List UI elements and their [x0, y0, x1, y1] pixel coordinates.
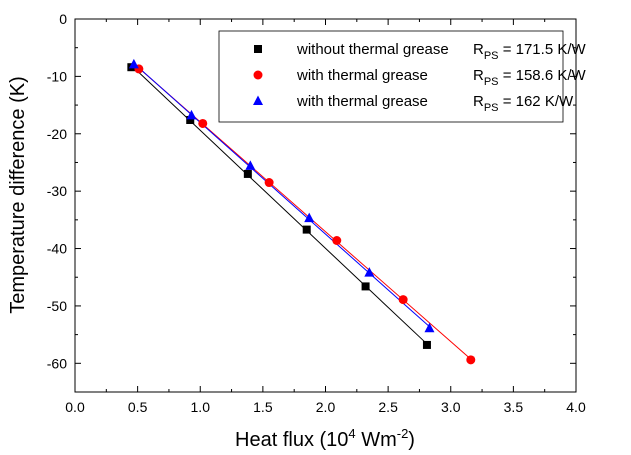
- x-axis-label-sup: 4: [348, 426, 355, 441]
- legend-markers: [253, 45, 263, 105]
- legend-resistance-series-1: RPS = 171.5 K/W: [473, 41, 587, 62]
- x-tick-label: 3.0: [441, 399, 461, 415]
- x-axis-label: Heat flux (104 Wm-2): [235, 426, 415, 451]
- legend-marker-series-2: [253, 70, 263, 80]
- y-tick-label: -50: [47, 298, 67, 314]
- legend-label-series-1: without thermal grease: [296, 41, 449, 58]
- data-point-series-1: [243, 169, 252, 178]
- legend-label-series-2: with thermal grease: [296, 67, 428, 84]
- data-point-series-2: [466, 355, 476, 365]
- x-tick-label: 1.5: [253, 399, 273, 415]
- legend-resistance-series-3: RPS = 162 K/W: [473, 93, 574, 114]
- x-tick-label: 4.0: [566, 399, 586, 415]
- data-point-series-1: [186, 115, 195, 124]
- data-point-series-1: [422, 340, 431, 349]
- data-point-series-2: [198, 118, 208, 128]
- x-tick-label: 2.5: [378, 399, 398, 415]
- y-tick-label: 0: [59, 11, 67, 27]
- data-point-series-2: [398, 295, 408, 305]
- tick-labels: 0.0 0.5 1.0 1.5 2.0 2.5 3.0 3.5 4.0 0 -10 -20 -30 -40…: [47, 11, 586, 415]
- legend-resistance-series-2: RPS = 158.6 K/W: [473, 67, 587, 88]
- data-points: [127, 58, 476, 365]
- data-point-series-1: [361, 282, 370, 291]
- data-point-series-3: [304, 212, 315, 223]
- x-tick-label: 0.0: [65, 399, 85, 415]
- x-tick-label: 1.0: [191, 399, 211, 415]
- data-point-series-3: [245, 160, 256, 170]
- y-tick-label: -40: [47, 241, 67, 257]
- y-axis-label: Temperature difference (K): [7, 76, 29, 314]
- y-tick-label: -60: [47, 355, 67, 371]
- x-axis-label-end: ): [408, 429, 415, 451]
- x-tick-label: 0.5: [128, 399, 148, 415]
- x-tick-label: 3.5: [504, 399, 524, 415]
- x-axis-label-tail: Wm: [356, 429, 397, 451]
- data-point-series-2: [332, 236, 342, 246]
- fit-line-series-3: [133, 63, 430, 328]
- data-point-series-2: [264, 178, 274, 188]
- data-point-series-3: [424, 322, 435, 333]
- data-point-series-3: [128, 58, 139, 69]
- x-tick-label: 2.0: [316, 399, 336, 415]
- data-point-series-1: [302, 225, 311, 234]
- fit-line-series-1: [131, 65, 428, 345]
- y-tick-label: -10: [47, 68, 67, 84]
- legend: without thermal grease with thermal grea…: [218, 30, 587, 123]
- x-axis-label-sup2: -2: [397, 426, 409, 441]
- legend-marker-series-3: [253, 95, 263, 105]
- legend-label-series-3: with thermal grease: [296, 93, 428, 110]
- y-tick-label: -20: [47, 126, 67, 142]
- legend-box: [218, 30, 564, 123]
- legend-marker-series-1: [254, 45, 262, 53]
- data-point-series-3: [186, 109, 197, 120]
- axis-ticks: [74, 18, 577, 392]
- y-tick-label: -30: [47, 183, 67, 199]
- data-point-series-3: [364, 267, 375, 277]
